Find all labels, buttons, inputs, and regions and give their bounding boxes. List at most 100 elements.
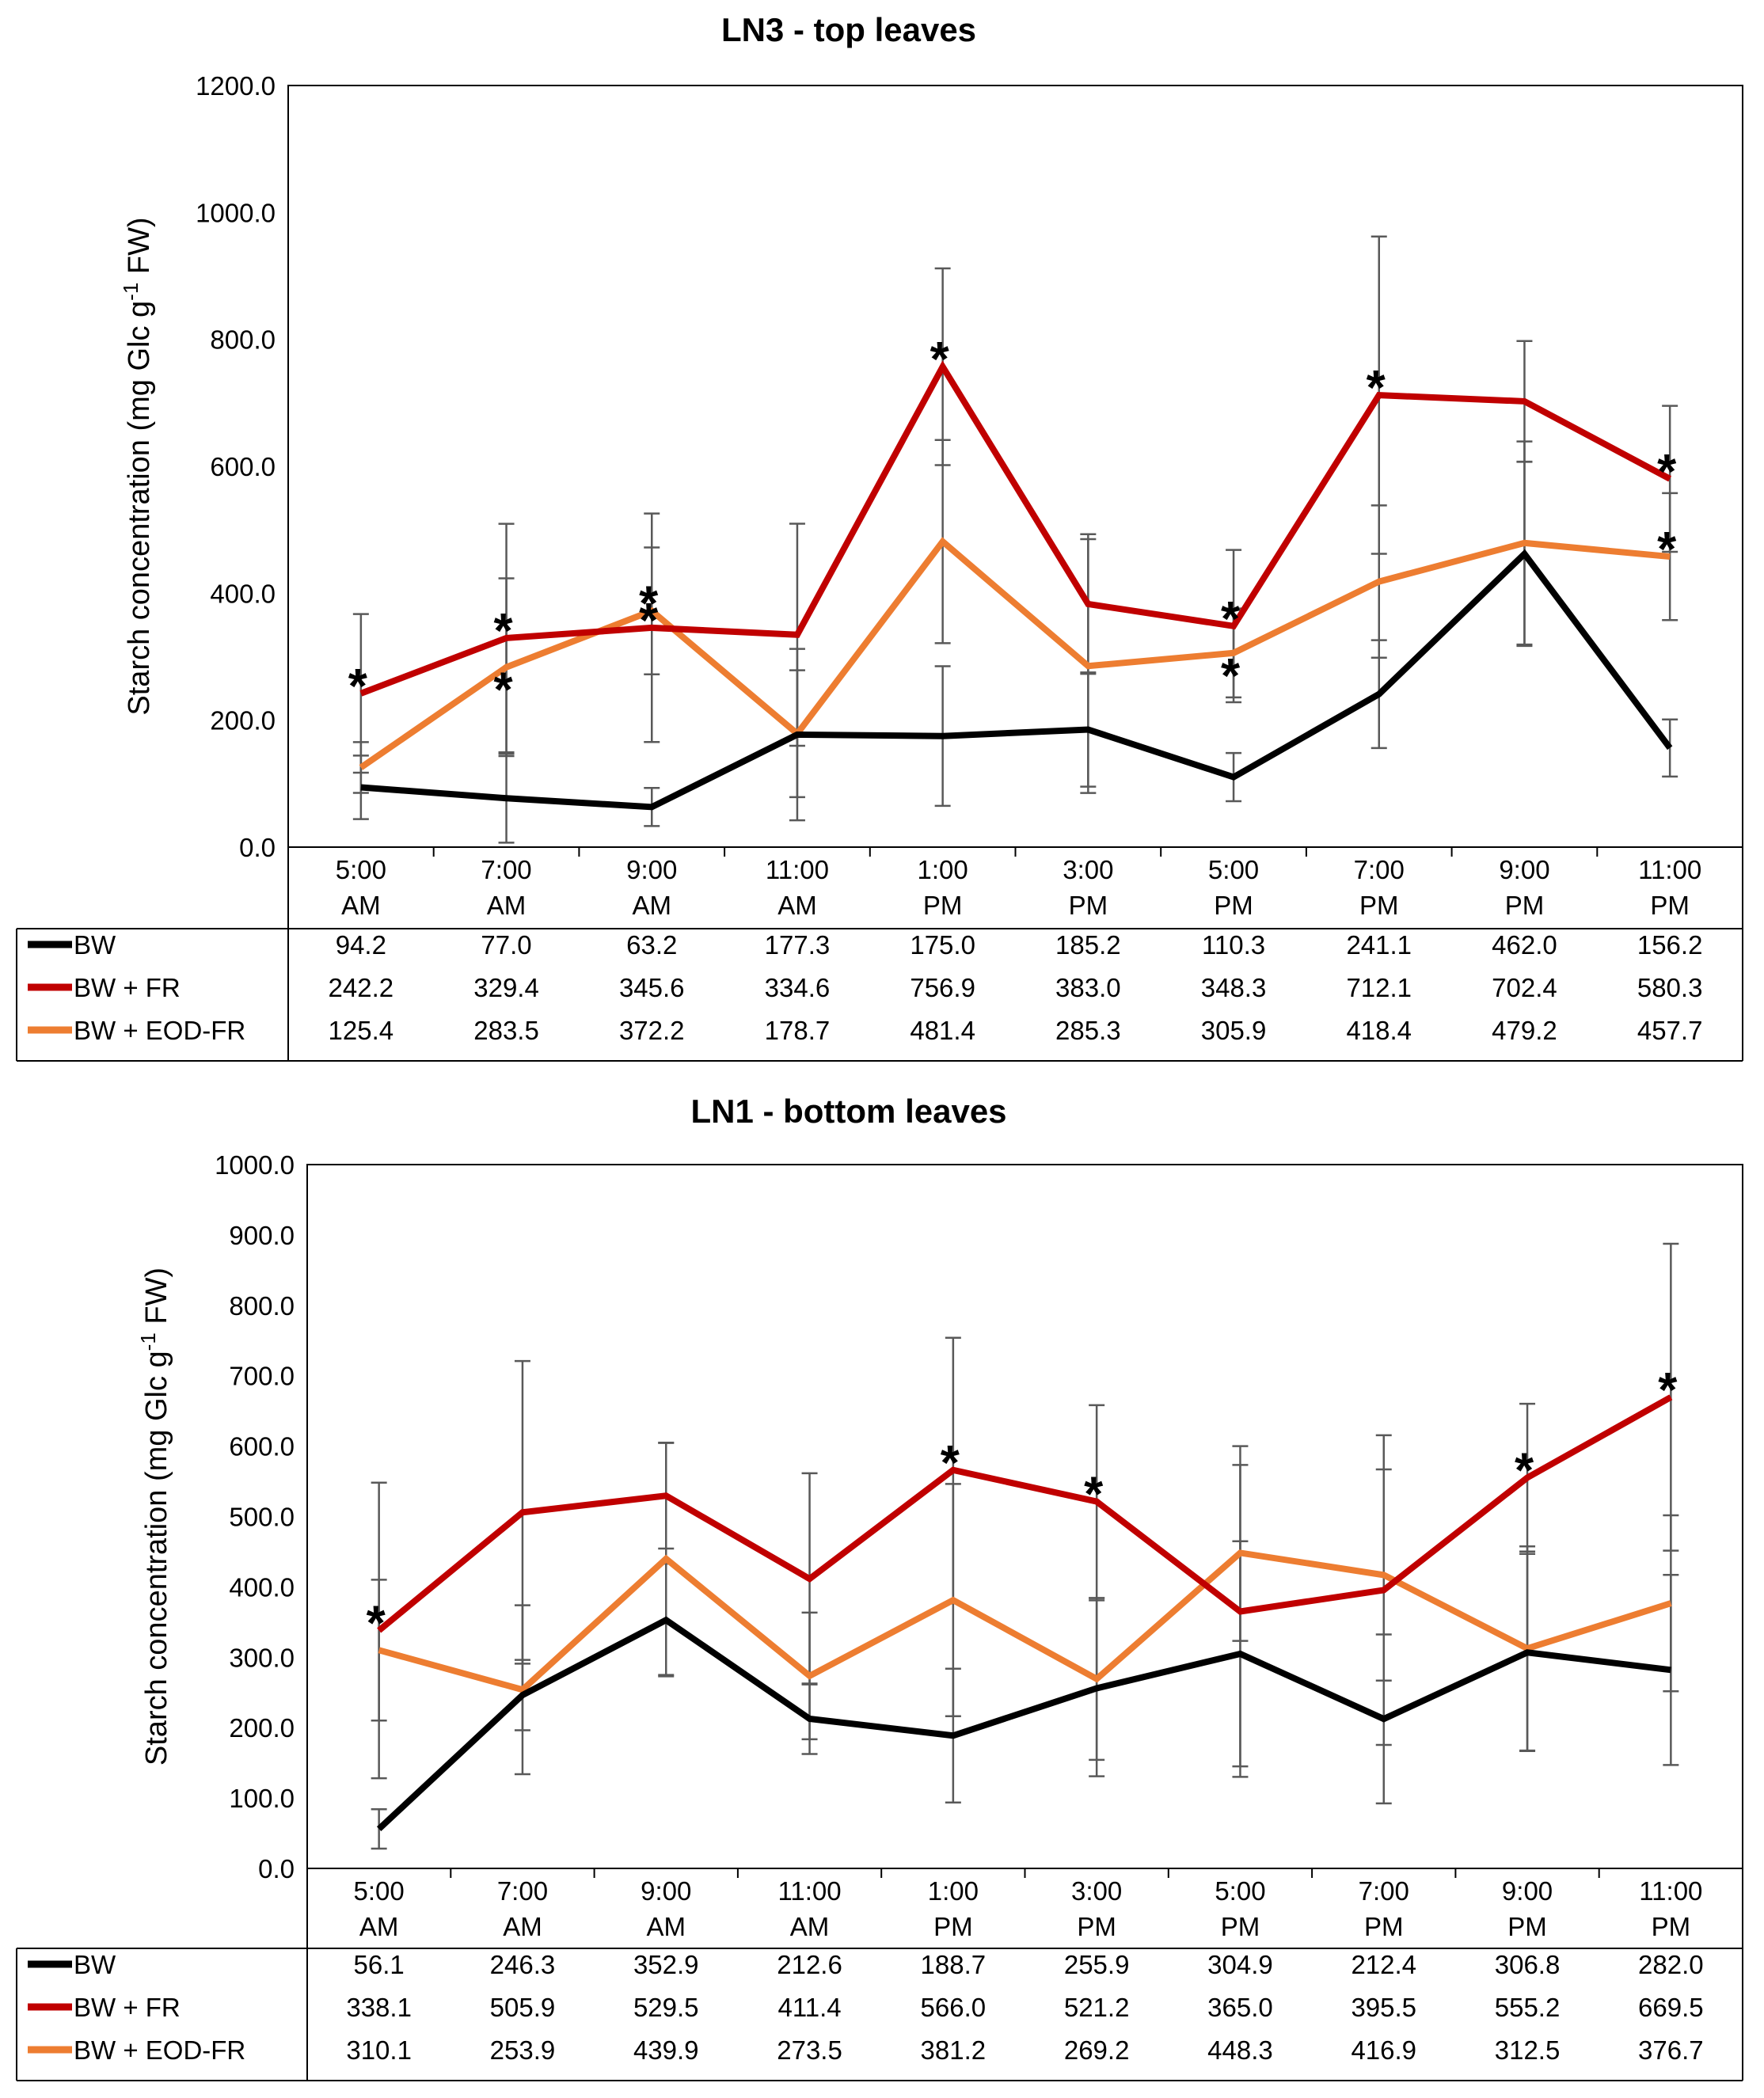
y-tick-label: 0.0 — [258, 1854, 295, 1883]
table-cell: 529.5 — [633, 1993, 699, 2022]
chart-ln3-top-leaves: LN3 - top leaves Starch concentration (mg… — [16, 11, 1743, 1062]
y-tick-label: 600.0 — [210, 452, 276, 481]
significance-star: * — [1657, 445, 1677, 500]
table-cell: 188.7 — [921, 1950, 987, 1979]
chart-title: LN1 - bottom leaves — [690, 1093, 1006, 1130]
y-tick-label: 1000.0 — [215, 1150, 295, 1180]
table-cell: 416.9 — [1351, 2035, 1416, 2065]
x-tick-label: 11:00 — [1639, 1876, 1702, 1906]
significance-star: * — [1657, 523, 1677, 577]
table-cell: 56.1 — [354, 1950, 405, 1979]
table-cell: 255.9 — [1064, 1950, 1130, 1979]
table-cell: 669.5 — [1638, 1993, 1704, 2022]
table-cell: 273.5 — [777, 2035, 842, 2065]
y-tick-label: 800.0 — [210, 325, 276, 355]
table-cell: 521.2 — [1064, 1993, 1130, 2022]
y-axis-label: Starch concentration (mg Glc g-1 FW) — [136, 1268, 173, 1765]
significance-star: * — [1515, 1443, 1534, 1498]
y-axis-label-end: FW) — [123, 217, 156, 282]
x-tick-label: AM — [359, 1912, 399, 1941]
table-cell: 395.5 — [1351, 1993, 1416, 2022]
y-tick-label: 200.0 — [229, 1713, 295, 1743]
table-cell: 175.0 — [910, 930, 975, 960]
x-tick-label: 7:00 — [481, 855, 531, 884]
x-tick-label: PM — [923, 891, 963, 920]
table-cell: 110.3 — [1202, 930, 1265, 960]
table-cell: 304.9 — [1207, 1950, 1273, 1979]
table-cell: 365.0 — [1207, 1993, 1273, 2022]
y-tick-label: 600.0 — [229, 1432, 295, 1461]
table-cell: 580.3 — [1637, 973, 1703, 1002]
y-tick-label: 900.0 — [229, 1221, 295, 1250]
table-cell: 312.5 — [1495, 2035, 1561, 2065]
x-tick-label: PM — [933, 1912, 973, 1941]
table-cell: 306.8 — [1495, 1950, 1561, 1979]
table-cell: 376.7 — [1638, 2035, 1704, 2065]
series-line-bw-eod-fr — [359, 537, 1671, 770]
x-tick-label: 9:00 — [641, 1876, 691, 1906]
significance-star: * — [941, 1436, 960, 1491]
x-tick-label: 7:00 — [1354, 855, 1405, 884]
table-cell: 439.9 — [633, 2035, 699, 2065]
y-tick-label: 100.0 — [229, 1784, 295, 1813]
y-tick-label: 800.0 — [229, 1291, 295, 1321]
table-cell: 125.4 — [329, 1016, 394, 1045]
x-tick-label: PM — [1505, 891, 1545, 920]
y-axis-label-superscript: -1 — [136, 1332, 160, 1351]
table-cell: 241.1 — [1346, 930, 1412, 960]
table-cell: 178.7 — [765, 1016, 831, 1045]
x-tick-label: 9:00 — [1499, 855, 1549, 884]
table-cell: 283.5 — [473, 1016, 539, 1045]
x-tick-label: PM — [1359, 891, 1399, 920]
table-cell: 348.3 — [1201, 973, 1267, 1002]
significance-star: * — [493, 663, 513, 718]
table-cell: 177.3 — [765, 930, 831, 960]
table-cell: 185.2 — [1055, 930, 1121, 960]
y-tick-label: 0.0 — [239, 833, 276, 862]
table-cell: 338.1 — [346, 1993, 412, 2022]
y-axis-label-superscript: -1 — [119, 283, 143, 301]
error-bars-2 — [371, 1441, 1679, 1776]
significance-star: * — [1367, 361, 1386, 416]
x-tick-label: 7:00 — [497, 1876, 548, 1906]
x-tick-label: 7:00 — [1359, 1876, 1409, 1906]
x-tick-label: AM — [633, 891, 672, 920]
y-axis-label-main: Starch concentration (mg Glc g — [140, 1351, 173, 1765]
table-cell: 246.3 — [490, 1950, 556, 1979]
x-tick-label: AM — [487, 891, 527, 920]
y-tick-label: 300.0 — [229, 1643, 295, 1672]
x-tick-label: AM — [647, 1912, 686, 1941]
x-tick-label: 11:00 — [766, 855, 829, 884]
table-cell: 505.9 — [490, 1993, 556, 2022]
table-cell: 457.7 — [1637, 1016, 1703, 1045]
legend-label: BW + EOD-FR — [74, 1016, 245, 1045]
table-cell: 334.6 — [765, 973, 831, 1002]
significance-star: * — [1658, 1363, 1678, 1418]
table-cell: 372.2 — [619, 1016, 685, 1045]
table-cell: 462.0 — [1492, 930, 1557, 960]
chart-ln1-bottom-leaves: LN1 - bottom leaves Starch concentration … — [16, 1093, 1743, 2081]
series-line-bw-fr — [377, 1394, 1673, 1633]
table-cell: 329.4 — [473, 973, 539, 1002]
x-tick-label: AM — [503, 1912, 542, 1941]
y-tick-label: 400.0 — [229, 1572, 295, 1602]
significance-star: * — [639, 594, 659, 648]
x-tick-label: 9:00 — [1502, 1876, 1553, 1906]
x-tick-label: 3:00 — [1063, 855, 1113, 884]
table-cell: 63.2 — [626, 930, 677, 960]
table-cell: 712.1 — [1346, 973, 1412, 1002]
x-tick-label: 1:00 — [918, 855, 968, 884]
x-tick-label: PM — [1221, 1912, 1260, 1941]
x-tick-label: PM — [1069, 891, 1108, 920]
table-cell: 411.4 — [777, 1993, 841, 2022]
x-tick-label: PM — [1364, 1912, 1404, 1941]
table-cell: 345.6 — [619, 973, 685, 1002]
x-tick-label: 3:00 — [1071, 1876, 1122, 1906]
table-cell: 479.2 — [1492, 1016, 1557, 1045]
y-tick-label: 200.0 — [210, 706, 276, 735]
x-tick-label: AM — [341, 891, 381, 920]
table-cell: 481.4 — [910, 1016, 975, 1045]
legend-label: BW + EOD-FR — [74, 2035, 245, 2065]
significance-star: * — [348, 659, 368, 714]
